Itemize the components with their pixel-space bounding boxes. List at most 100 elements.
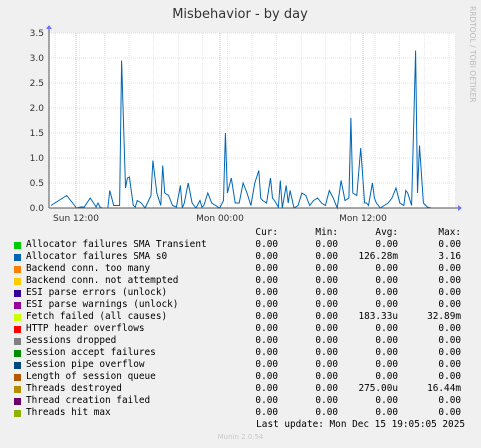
legend-row: Fetch failed (all causes) 0.00 0.00 183.33u… (14, 311, 474, 323)
legend-avg: 0.00 (375, 287, 398, 298)
y-tick-label: 1.5 (30, 129, 44, 139)
legend-cur: 0.00 (255, 287, 278, 298)
y-tick-label: 2.0 (30, 104, 45, 114)
legend-avg: 0.00 (375, 239, 398, 250)
legend-series-name: Backend conn. not attempted (26, 275, 179, 286)
legend-max: 0.00 (438, 371, 461, 382)
legend-row: HTTP header overflows 0.00 0.00 0.00 0.00 (14, 323, 474, 335)
legend-series-name: Allocator failures SMA Transient (26, 239, 207, 250)
legend-series-name: Thread creation failed (26, 395, 151, 406)
legend-rows: Allocator failures SMA Transient 0.00 0.00… (14, 239, 474, 419)
y-tick-label: 1.0 (30, 154, 45, 164)
legend-max: 32.89m (427, 311, 461, 322)
legend-max: 0.00 (438, 299, 461, 310)
header-max: Max: (438, 227, 461, 238)
legend-avg: 0.00 (375, 263, 398, 274)
rrdtool-watermark: RRDTOOL / TOBI OETIKER (468, 6, 477, 103)
legend-row: Backend conn. not attempted 0.00 0.00 0.00 0… (14, 275, 474, 287)
legend-swatch (14, 350, 21, 357)
legend-avg: 183.33u (358, 311, 398, 322)
legend-cur: 0.00 (255, 251, 278, 262)
y-tick-label: 3.0 (30, 54, 45, 64)
legend-max: 0.00 (438, 323, 461, 334)
legend-max: 0.00 (438, 275, 461, 286)
legend-cur: 0.00 (255, 311, 278, 322)
chart-area: Misbehavior - by day RRDTOOL / TOBI OETI… (30, 6, 477, 224)
legend-row: Backend conn. too many 0.00 0.00 0.00 0.00 (14, 263, 474, 275)
legend-row: Allocator failures SMA s0 0.00 0.00 126.28m… (14, 251, 474, 263)
legend-avg: 0.00 (375, 335, 398, 346)
legend-swatch (14, 374, 21, 381)
legend-min: 0.00 (315, 275, 338, 286)
legend-swatch (14, 410, 21, 417)
legend-row: Threads hit max 0.00 0.00 0.00 0.00 (14, 407, 474, 419)
legend-series-name: Fetch failed (all causes) (26, 311, 168, 322)
legend-max: 0.00 (438, 359, 461, 370)
legend-row: ESI parse warnings (unlock) 0.00 0.00 0.00 0… (14, 299, 474, 311)
legend-avg: 0.00 (375, 347, 398, 358)
header-min: Min: (315, 227, 338, 238)
legend-swatch (14, 254, 21, 261)
legend-swatch (14, 290, 21, 297)
x-axis: Sun 12:00 Mon 00:00 Mon 12:00 (53, 214, 387, 224)
legend-max: 0.00 (438, 239, 461, 250)
legend-series-name: Backend conn. too many (26, 263, 151, 274)
legend-avg: 0.00 (375, 407, 398, 418)
legend-swatch (14, 386, 21, 393)
legend-max: 0.00 (438, 335, 461, 346)
x-axis-arrow (458, 205, 462, 211)
legend-cur: 0.00 (255, 263, 278, 274)
legend-series-name: Sessions dropped (26, 335, 117, 346)
legend-min: 0.00 (315, 299, 338, 310)
legend-min: 0.00 (315, 395, 338, 406)
legend-avg: 0.00 (375, 359, 398, 370)
legend-avg: 0.00 (375, 395, 398, 406)
legend-avg: 275.00u (358, 383, 398, 394)
axes (46, 25, 462, 211)
legend-swatch (14, 326, 21, 333)
legend-row: Threads destroyed 0.00 0.00 275.00u 16.44m (14, 383, 474, 395)
legend-cur: 0.00 (255, 323, 278, 334)
y-axis-arrow (46, 25, 52, 29)
legend-row: Length of session queue 0.00 0.00 0.00 0.00 (14, 371, 474, 383)
legend-max: 0.00 (438, 395, 461, 406)
legend-max: 0.00 (438, 263, 461, 274)
legend-row: Thread creation failed 0.00 0.00 0.00 0.00 (14, 395, 474, 407)
header-cur: Cur: (255, 227, 278, 238)
header-avg: Avg: (375, 227, 398, 238)
legend-cur: 0.00 (255, 407, 278, 418)
legend-row: ESI parse errors (unlock) 0.00 0.00 0.00 0.0… (14, 287, 474, 299)
legend-header: Cur: Min: Avg: Max: (14, 227, 474, 239)
legend-series-name: Length of session queue (26, 371, 156, 382)
legend-cur: 0.00 (255, 359, 278, 370)
legend-avg: 0.00 (375, 371, 398, 382)
legend-row: Allocator failures SMA Transient 0.00 0.00… (14, 239, 474, 251)
legend-swatch (14, 362, 21, 369)
y-tick-label: 0.0 (30, 204, 45, 214)
legend-series-name: Allocator failures SMA s0 (26, 251, 168, 262)
y-tick-label: 3.5 (30, 29, 44, 39)
legend-series-name: Threads destroyed (26, 383, 122, 394)
series-line-allocator-failures-sma-s0 (50, 50, 443, 210)
legend-avg: 126.28m (358, 251, 398, 262)
legend-swatch (14, 398, 21, 405)
legend: Cur: Min: Avg: Max: Allocator failures S… (14, 227, 474, 419)
legend-series-name: Session pipe overflow (26, 359, 145, 370)
x-tick-label: Mon 00:00 (196, 214, 244, 224)
legend-avg: 0.00 (375, 275, 398, 286)
legend-row: Session accept failures 0.00 0.00 0.00 0.00 (14, 347, 474, 359)
legend-swatch (14, 278, 21, 285)
last-update: Last update: Mon Dec 15 19:05:05 2025 (256, 419, 465, 430)
legend-min: 0.00 (315, 287, 338, 298)
legend-cur: 0.00 (255, 371, 278, 382)
legend-min: 0.00 (315, 335, 338, 346)
legend-min: 0.00 (315, 311, 338, 322)
legend-series-name: Threads hit max (26, 407, 111, 418)
legend-series-name: ESI parse warnings (unlock) (26, 299, 179, 310)
series-lines (50, 50, 443, 210)
legend-max: 3.16 (438, 251, 461, 262)
legend-min: 0.00 (315, 407, 338, 418)
legend-series-name: ESI parse errors (unlock) (26, 287, 168, 298)
legend-row: Session pipe overflow 0.00 0.00 0.00 0.00 (14, 359, 474, 371)
legend-max: 0.00 (438, 287, 461, 298)
